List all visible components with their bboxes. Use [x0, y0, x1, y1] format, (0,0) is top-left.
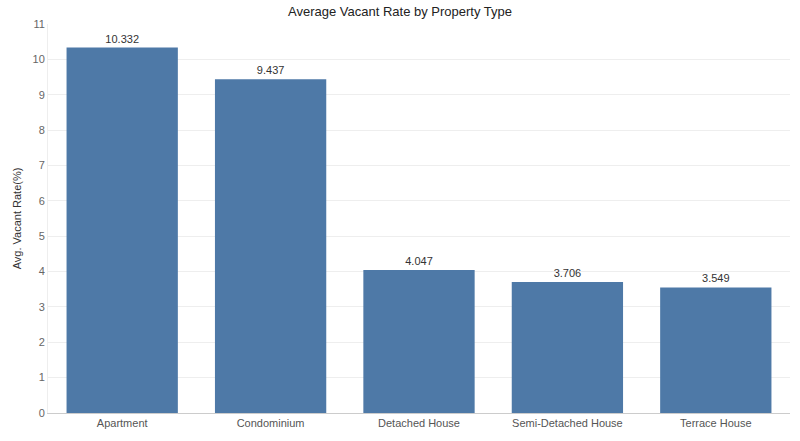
svg-text:1: 1: [39, 371, 45, 383]
svg-text:3.706: 3.706: [554, 267, 582, 279]
svg-text:4: 4: [39, 265, 45, 277]
svg-text:5: 5: [39, 230, 45, 242]
svg-text:Average Vacant Rate by Propert: Average Vacant Rate by Property Type: [288, 4, 512, 19]
svg-text:10: 10: [33, 53, 45, 65]
svg-text:7: 7: [39, 159, 45, 171]
svg-text:Semi-Detached House: Semi-Detached House: [512, 417, 623, 429]
svg-text:2: 2: [39, 336, 45, 348]
svg-text:3.549: 3.549: [702, 272, 730, 284]
svg-text:6: 6: [39, 195, 45, 207]
svg-text:9: 9: [39, 89, 45, 101]
svg-text:10.332: 10.332: [105, 33, 139, 45]
svg-text:Condominium: Condominium: [237, 417, 305, 429]
svg-text:Detached House: Detached House: [378, 417, 460, 429]
svg-text:3: 3: [39, 301, 45, 313]
svg-text:8: 8: [39, 124, 45, 136]
svg-text:Terrace House: Terrace House: [680, 417, 752, 429]
svg-text:9.437: 9.437: [257, 64, 285, 76]
svg-text:4.047: 4.047: [405, 255, 433, 267]
svg-text:Apartment: Apartment: [97, 417, 148, 429]
svg-text:Avg. Vacant Rate(%): Avg. Vacant Rate(%): [11, 168, 23, 270]
svg-text:11: 11: [33, 18, 44, 30]
svg-text:0: 0: [39, 407, 45, 419]
